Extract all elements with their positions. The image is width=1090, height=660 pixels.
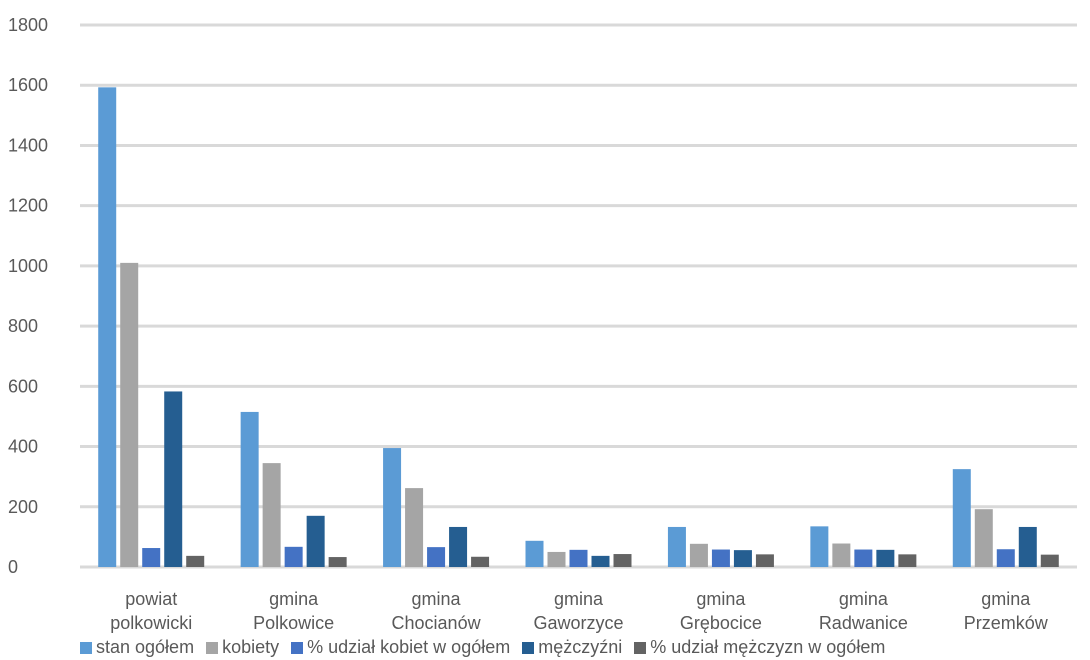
legend-item: stan ogółem [80,637,194,658]
legend-label: kobiety [222,637,280,657]
legend-label: stan ogółem [96,637,195,657]
x-category-label: Polkowice [253,613,334,633]
legend-swatch [206,641,219,654]
legend-swatch [291,641,304,654]
y-tick-label: 1000 [8,256,48,276]
bar [142,548,161,567]
bar [120,262,139,567]
bars [98,87,1059,567]
bar [525,540,544,567]
y-axis-ticks: 0 200 400 600 800 1000 1200 1400 1600 1800 [8,15,48,577]
bar [383,448,402,567]
x-category-label: powiat [125,589,177,609]
bar [569,549,588,567]
bar [733,550,752,567]
bar [711,549,730,567]
bar [689,543,708,567]
bar [667,526,686,567]
y-tick-label: 1800 [8,15,48,35]
bar [1040,554,1059,567]
bar [755,554,774,567]
x-category-label: Chocianów [392,613,482,633]
legend-label: mężczyźni [538,637,623,657]
y-tick-label: 1200 [8,196,48,216]
y-tick-label: 1400 [8,135,48,155]
x-category-label: Przemków [964,613,1049,633]
bar [974,509,993,567]
x-axis-categories: powiat polkowicki gmina Polkowice gmina Choci… [110,589,1049,633]
bar [306,515,325,567]
y-tick-label: 1600 [8,75,48,95]
x-category-label: gmina [981,589,1031,609]
y-tick-label: 200 [8,497,38,517]
bar [98,87,117,567]
bar [449,526,468,567]
legend-item: % udział mężczyzn w ogółem [634,637,885,658]
y-tick-label: 400 [8,437,38,457]
bar [328,557,347,567]
x-category-label: gmina [269,589,319,609]
bar [164,391,183,567]
x-category-label: polkowicki [110,613,192,633]
x-category-label: gmina [696,589,746,609]
legend-swatch [634,641,647,654]
bar [898,554,917,567]
bar [952,469,971,567]
x-category-label: gmina [839,589,889,609]
bar [427,547,446,567]
x-category-label: Radwanice [819,613,908,633]
bar [240,411,259,567]
bar [832,543,851,567]
bar [284,546,303,567]
bar [854,549,873,567]
bar [591,555,610,567]
bar [996,549,1015,567]
legend-swatch [522,641,535,654]
bar [471,556,490,567]
x-category-label: gmina [412,589,462,609]
y-tick-label: 600 [8,376,38,396]
bar [547,551,566,567]
bar [876,549,895,567]
legend-item: mężczyźni [522,637,622,658]
x-category-label: Grębocice [680,613,762,633]
y-tick-label: 0 [8,557,18,577]
x-category-label: Gaworzyce [533,613,623,633]
legend-label: % udział kobiet w ogółem [307,637,511,657]
legend-item: % udział kobiet w ogółem [291,637,510,658]
bar [262,463,281,567]
legend-label: % udział mężczyzn w ogółem [650,637,886,657]
x-category-label: gmina [554,589,604,609]
bar [810,526,829,567]
bar [613,554,632,567]
legend-item: kobiety [206,637,279,658]
gridlines [80,23,1077,569]
bar [1018,526,1037,567]
legend: stan ogółem kobiety % udział kobiet w ogół… [80,637,885,658]
legend-swatch [80,641,92,654]
y-tick-label: 800 [8,316,38,336]
bar [186,555,205,567]
bar [405,488,424,567]
